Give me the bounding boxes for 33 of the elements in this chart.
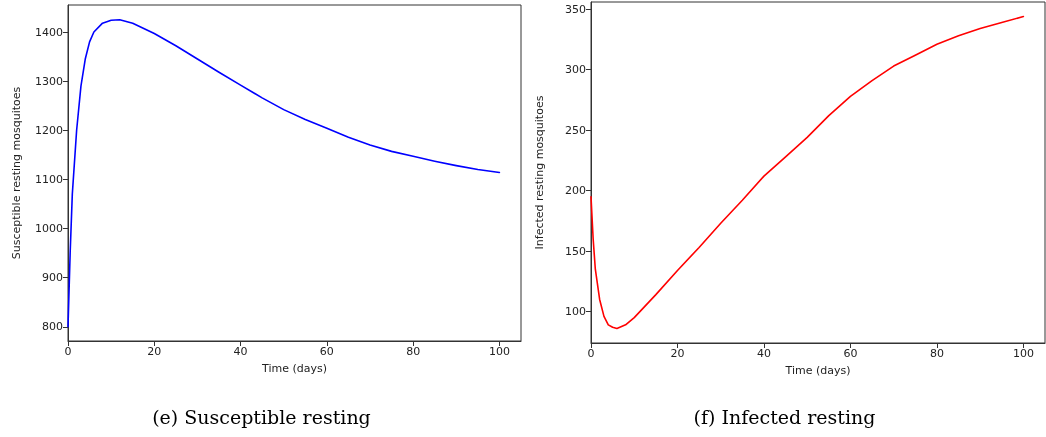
x-tick-label: 60 bbox=[319, 345, 334, 358]
y-tick-label: 1100 bbox=[35, 172, 63, 186]
y-tick-label: 300 bbox=[565, 63, 586, 77]
x-tick-label: 80 bbox=[406, 345, 421, 358]
x-tick-label: 100 bbox=[1012, 347, 1034, 360]
x-tick-label: 80 bbox=[929, 347, 944, 360]
y-tick-label: 200 bbox=[565, 184, 586, 198]
text: (f) Infected resting bbox=[693, 405, 876, 428]
y-tick-label: 800 bbox=[42, 320, 63, 334]
x-tick-label: 20 bbox=[670, 347, 685, 360]
y-tick-label: 350 bbox=[565, 2, 586, 16]
x-tick-label: 0 bbox=[64, 345, 72, 358]
x-axis-title: Time (days) bbox=[261, 362, 327, 375]
x-tick-label: 60 bbox=[843, 347, 858, 360]
y-tick-label: 150 bbox=[565, 244, 586, 258]
x-tick-label: 20 bbox=[147, 345, 162, 358]
y-tick-label: 250 bbox=[565, 123, 586, 137]
y-tick-label: 1300 bbox=[35, 74, 63, 88]
y-tick-label: 900 bbox=[42, 271, 63, 285]
x-tick-label: 0 bbox=[587, 347, 595, 360]
text: (e) Susceptible resting bbox=[152, 405, 371, 428]
y-axis-title: Susceptible resting mosquitoes bbox=[10, 86, 23, 260]
y-tick-label: 1000 bbox=[35, 222, 63, 236]
x-axis-title: Time (days) bbox=[784, 364, 851, 377]
line-series bbox=[590, 15, 1025, 330]
y-tick-label: 1400 bbox=[35, 25, 63, 39]
y-tick-label: 100 bbox=[565, 305, 586, 319]
y-tick-label: 1200 bbox=[35, 123, 63, 137]
x-tick-label: 40 bbox=[233, 345, 248, 358]
x-tick-label: 100 bbox=[488, 345, 510, 358]
y-axis-title: Infected resting mosquitoes bbox=[533, 95, 546, 250]
x-tick-label: 40 bbox=[756, 347, 771, 360]
line-series bbox=[67, 18, 501, 328]
